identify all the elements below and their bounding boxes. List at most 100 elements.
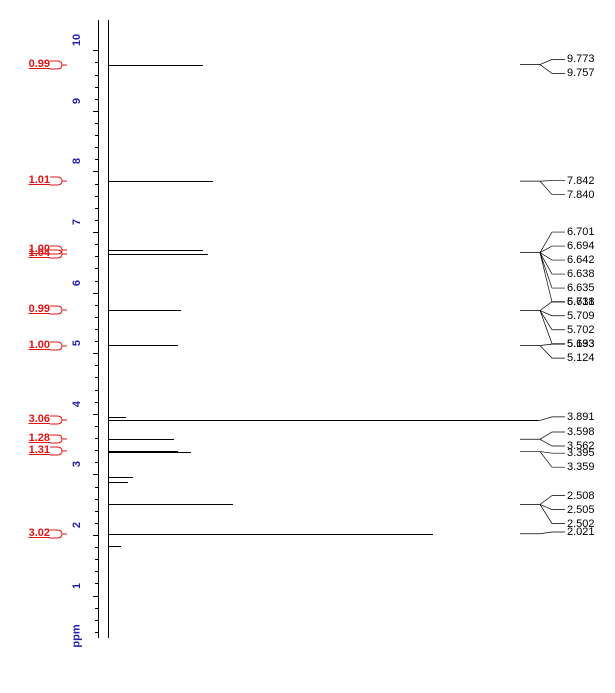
integral-value: 1.04 <box>10 247 50 259</box>
y-tick-minor <box>95 402 98 403</box>
integral-value: 3.02 <box>10 527 50 539</box>
y-tick-minor <box>95 75 98 76</box>
y-tick-minor <box>95 450 98 451</box>
y-tick-minor <box>95 208 98 209</box>
peak-ppm-label: 2.505 <box>567 504 609 516</box>
y-tick-minor <box>95 377 98 378</box>
peak-ppm-label: 7.842 <box>567 175 609 187</box>
y-tick <box>93 50 99 51</box>
y-tick <box>93 596 99 597</box>
y-tick <box>93 171 99 172</box>
y-tick <box>93 111 99 112</box>
y-tick-minor <box>95 487 98 488</box>
y-tick-minor <box>95 547 98 548</box>
y-tick <box>93 535 99 536</box>
ppm-axis-label: ppm <box>71 624 83 647</box>
peak-ppm-label: 3.395 <box>567 447 609 459</box>
y-tick-minor <box>95 256 98 257</box>
y-tick-minor <box>95 632 98 633</box>
integral-value: 1.28 <box>10 432 50 444</box>
peak-ppm-label: 5.133 <box>567 338 609 350</box>
y-tick <box>93 414 99 415</box>
peak-ppm-label: 5.718 <box>567 296 609 308</box>
y-tick-minor <box>95 559 98 560</box>
peak-ppm-label: 2.021 <box>567 526 609 538</box>
y-tick-label: 6 <box>71 273 83 293</box>
y-tick-minor <box>95 365 98 366</box>
y-tick-minor <box>95 99 98 100</box>
y-tick-minor <box>95 220 98 221</box>
y-tick-minor <box>95 196 98 197</box>
y-tick-minor <box>95 583 98 584</box>
integral-bracket-icon <box>50 413 68 427</box>
integral-value: 0.99 <box>10 303 50 315</box>
nmr-spectrum-container: 10987654321 0.991.011.001.040.991.003.06… <box>0 0 615 693</box>
integral-value: 3.06 <box>10 413 50 425</box>
integral-value: 1.00 <box>10 339 50 351</box>
y-tick-label: 10 <box>71 30 83 50</box>
integral-value: 1.31 <box>10 444 50 456</box>
y-tick-label: 4 <box>71 394 83 414</box>
y-tick-minor <box>95 462 98 463</box>
y-tick-label: 3 <box>71 454 83 474</box>
y-tick-minor <box>95 123 98 124</box>
peak-ppm-label: 3.598 <box>567 426 609 438</box>
y-tick-minor <box>95 281 98 282</box>
y-tick-minor <box>95 620 98 621</box>
y-tick-minor <box>95 87 98 88</box>
y-tick-label: 7 <box>71 212 83 232</box>
peak-connector-icon <box>100 0 570 693</box>
y-tick-label: 8 <box>71 151 83 171</box>
y-tick-label: 9 <box>71 91 83 111</box>
y-tick-minor <box>95 317 98 318</box>
integral-bracket-icon <box>50 444 68 458</box>
y-tick-minor <box>95 135 98 136</box>
y-tick-minor <box>95 184 98 185</box>
integral-bracket-icon <box>50 527 68 541</box>
y-tick-minor <box>95 62 98 63</box>
y-tick-minor <box>95 390 98 391</box>
y-tick-minor <box>95 268 98 269</box>
peak-ppm-label: 6.694 <box>567 240 609 252</box>
y-tick-minor <box>95 438 98 439</box>
integral-value: 0.99 <box>10 58 50 70</box>
peak-ppm-label: 5.702 <box>567 324 609 336</box>
peak-ppm-label: 5.709 <box>567 310 609 322</box>
peak-ppm-label: 2.508 <box>567 490 609 502</box>
y-tick <box>93 293 99 294</box>
integral-bracket-icon <box>50 339 68 353</box>
integral-bracket-icon <box>50 247 68 261</box>
y-tick-minor <box>95 341 98 342</box>
y-tick-minor <box>95 305 98 306</box>
peak-ppm-label: 7.840 <box>567 189 609 201</box>
peak-ppm-label: 6.701 <box>567 226 609 238</box>
integral-bracket-icon <box>50 174 68 188</box>
y-tick-label: 1 <box>71 576 83 596</box>
y-tick-minor <box>95 499 98 500</box>
peak-ppm-label: 3.359 <box>567 461 609 473</box>
peak-ppm-label: 9.757 <box>567 67 609 79</box>
integral-bracket-icon <box>50 303 68 317</box>
peak-ppm-label: 9.773 <box>567 53 609 65</box>
y-tick-label: 5 <box>71 333 83 353</box>
y-tick-label: 2 <box>71 515 83 535</box>
integral-bracket-icon <box>50 58 68 72</box>
peak-ppm-label: 6.642 <box>567 254 609 266</box>
y-tick-minor <box>95 571 98 572</box>
integral-value: 1.01 <box>10 174 50 186</box>
y-tick <box>93 353 99 354</box>
y-tick-minor <box>95 147 98 148</box>
y-tick <box>93 232 99 233</box>
peak-ppm-label: 6.635 <box>567 282 609 294</box>
y-tick-minor <box>95 244 98 245</box>
peak-ppm-label: 5.124 <box>567 352 609 364</box>
y-tick-minor <box>95 159 98 160</box>
y-axis-line <box>98 20 99 638</box>
y-tick-minor <box>95 523 98 524</box>
y-tick-minor <box>95 511 98 512</box>
y-tick-minor <box>95 329 98 330</box>
peak-ppm-label: 6.638 <box>567 268 609 280</box>
y-tick-minor <box>95 426 98 427</box>
y-tick-minor <box>95 608 98 609</box>
peak-ppm-label: 3.891 <box>567 411 609 423</box>
